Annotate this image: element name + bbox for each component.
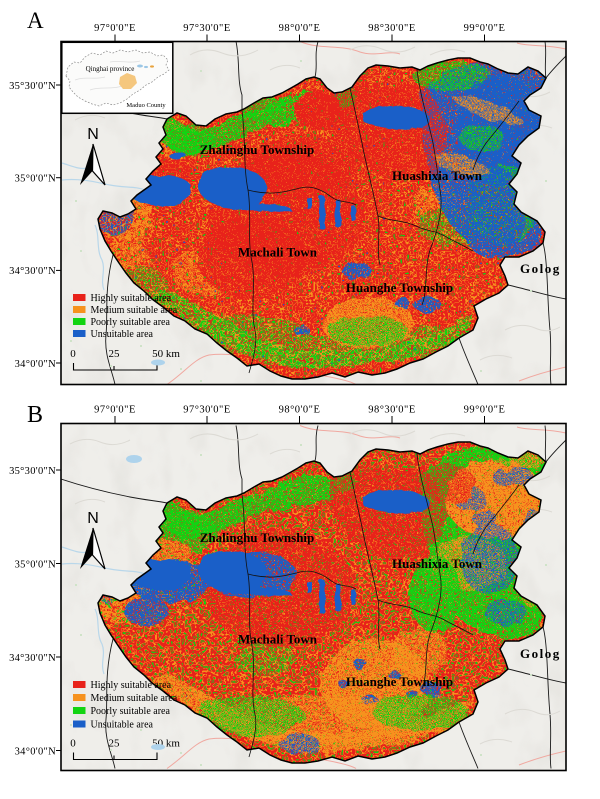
svg-text:98°30'0"E: 98°30'0"E — [368, 405, 416, 416]
svg-text:A: A — [27, 8, 44, 33]
svg-text:50 km: 50 km — [152, 348, 180, 360]
svg-text:34°0'0"N: 34°0'0"N — [15, 746, 56, 757]
svg-text:Qinghai province: Qinghai province — [86, 65, 135, 73]
svg-text:Medium suitable area: Medium suitable area — [91, 305, 178, 316]
svg-text:Unsuitable area: Unsuitable area — [91, 719, 154, 730]
svg-text:35°0'0"N: 35°0'0"N — [15, 559, 56, 570]
svg-text:0: 0 — [70, 348, 76, 360]
svg-text:Medium suitable area: Medium suitable area — [91, 693, 178, 704]
svg-text:99°0'0"E: 99°0'0"E — [464, 405, 506, 416]
svg-text:0: 0 — [70, 738, 76, 750]
svg-text:98°0'0"E: 98°0'0"E — [279, 405, 321, 416]
svg-text:97°0'0"E: 97°0'0"E — [94, 23, 136, 34]
svg-text:99°0'0"E: 99°0'0"E — [464, 23, 506, 34]
svg-text:Highly suitable area: Highly suitable area — [91, 680, 172, 691]
svg-text:35°30'0"N: 35°30'0"N — [9, 81, 56, 92]
svg-text:35°30'0"N: 35°30'0"N — [9, 466, 56, 477]
svg-text:35°0'0"N: 35°0'0"N — [15, 174, 56, 185]
svg-text:Maduo County: Maduo County — [126, 102, 166, 109]
svg-text:Golog: Golog — [520, 261, 561, 276]
svg-text:98°30'0"E: 98°30'0"E — [368, 23, 416, 34]
svg-text:34°30'0"N: 34°30'0"N — [9, 653, 56, 664]
svg-text:34°0'0"N: 34°0'0"N — [15, 359, 56, 370]
svg-text:Huashixia Town: Huashixia Town — [392, 556, 483, 571]
svg-text:98°0'0"E: 98°0'0"E — [279, 23, 321, 34]
svg-text:Unsuitable area: Unsuitable area — [91, 329, 154, 340]
svg-text:N: N — [87, 126, 99, 143]
svg-text:Zhalinghu Township: Zhalinghu Township — [200, 142, 315, 157]
svg-text:Machali Town: Machali Town — [238, 245, 318, 260]
svg-text:Machali Town: Machali Town — [238, 632, 318, 647]
svg-text:25: 25 — [109, 348, 121, 360]
svg-text:97°30'0"E: 97°30'0"E — [183, 405, 231, 416]
svg-text:34°30'0"N: 34°30'0"N — [9, 266, 56, 277]
svg-text:Poorly suitable area: Poorly suitable area — [91, 317, 171, 328]
svg-text:Zhalinghu Township: Zhalinghu Township — [200, 530, 315, 545]
svg-text:97°30'0"E: 97°30'0"E — [183, 23, 231, 34]
svg-text:Poorly suitable area: Poorly suitable area — [91, 706, 171, 717]
svg-text:Highly suitable area: Highly suitable area — [91, 293, 172, 304]
svg-text:25: 25 — [109, 738, 121, 750]
svg-text:Huanghe Township: Huanghe Township — [346, 674, 453, 689]
svg-text:Golog: Golog — [520, 646, 561, 661]
svg-text:B: B — [27, 402, 43, 428]
svg-text:97°0'0"E: 97°0'0"E — [94, 405, 136, 416]
svg-text:Huanghe Township: Huanghe Township — [346, 280, 453, 295]
svg-text:N: N — [87, 510, 99, 527]
svg-text:Huashixia Town: Huashixia Town — [392, 168, 483, 183]
